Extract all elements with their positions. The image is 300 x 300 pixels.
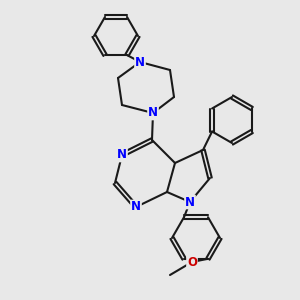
Text: N: N <box>148 106 158 119</box>
Text: N: N <box>117 148 127 161</box>
Text: O: O <box>187 256 197 268</box>
Text: N: N <box>185 196 195 208</box>
Text: N: N <box>135 56 145 68</box>
Text: N: N <box>131 200 141 214</box>
